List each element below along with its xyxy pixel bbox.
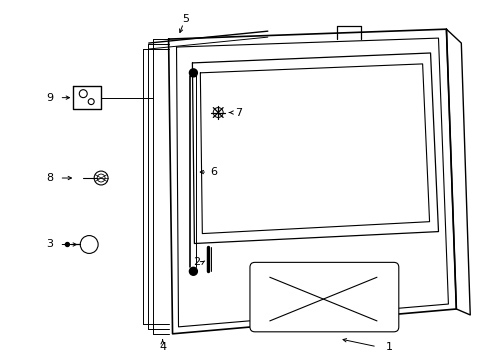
Circle shape	[65, 243, 69, 247]
Circle shape	[189, 69, 197, 77]
Text: 7: 7	[235, 108, 242, 117]
Text: 9: 9	[46, 93, 53, 103]
Text: 8: 8	[46, 173, 53, 183]
FancyBboxPatch shape	[249, 262, 398, 332]
Text: 2: 2	[193, 257, 200, 267]
Circle shape	[189, 267, 197, 275]
Text: 5: 5	[182, 14, 188, 24]
Text: 4: 4	[159, 342, 166, 352]
Text: 1: 1	[385, 342, 391, 352]
Text: 6: 6	[210, 167, 217, 177]
Text: 3: 3	[46, 239, 53, 249]
